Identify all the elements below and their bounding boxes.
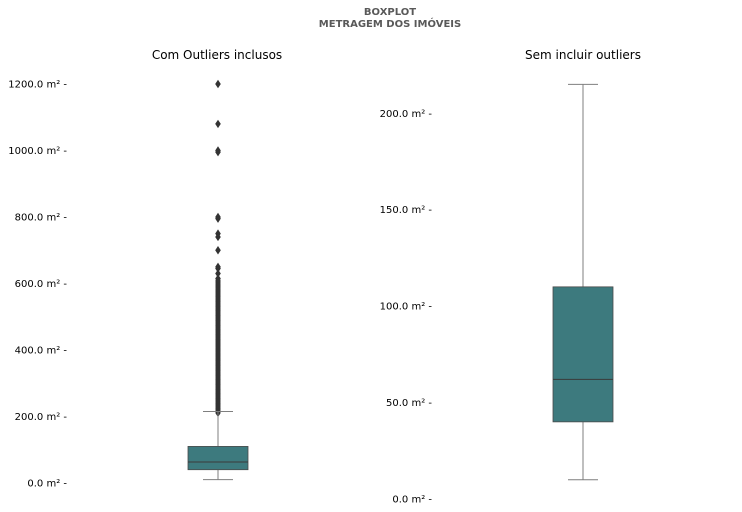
panel-with-outliers-outlier-point: [215, 146, 221, 155]
panel-with-outliers-outlier-point: [215, 246, 221, 255]
panel-without-outliers-ytick-label: 150.0 m² -: [380, 205, 433, 216]
panel-with-outliers-box: [187, 446, 249, 471]
panel-with-outliers-outlier-point: [215, 79, 221, 89]
panel-with-outliers-ytick-label: 1000.0 m² -: [8, 146, 67, 157]
panel-with-outliers-outlier-point: [215, 229, 221, 238]
panel-without-outliers-box: [552, 286, 614, 423]
panel-with-outliers-boxplot: [187, 411, 249, 481]
panel-with-outliers-ytick-label: 200.0 m² -: [15, 412, 68, 423]
figure-suptitle-line1: BOXPLOT: [364, 7, 416, 18]
panel-with-outliers-ytick-label: 800.0 m² -: [15, 213, 68, 224]
panel-with-outliers-outlier-point: [215, 262, 221, 272]
panel-with-outliers-ytick-label: 400.0 m² -: [15, 346, 68, 357]
panel-without-outliers-ytick-label: 0.0 m² -: [392, 495, 432, 506]
panel-without-outliers-boxplot: [552, 83, 614, 481]
panel-without-outliers-title: Sem incluir outliers: [525, 48, 641, 62]
panel-with-outliers-ytick-label: 1200.0 m² -: [8, 80, 67, 91]
panel-with-outliers-outliers: [215, 79, 221, 418]
panel-with-outliers-outlier-point: [215, 274, 221, 283]
panel-with-outliers-title: Com Outliers inclusos: [152, 48, 282, 62]
panel-with-outliers-ytick-label: 0.0 m² -: [27, 479, 67, 490]
panel-without-outliers-ticks: 0.0 m² - 50.0 m² - 100.0 m² - 150.0 m² - 200…: [380, 109, 433, 506]
panel-with-outliers-ticks: 0.0 m² - 200.0 m² - 400.0 m² - 600.0 m² - 80…: [8, 80, 67, 490]
panel-with-outliers-ytick-label: 600.0 m² -: [15, 279, 68, 290]
figure-suptitle-line2: METRAGEM DOS IMÓVEIS: [319, 17, 461, 30]
panel-without-outliers-ytick-label: 100.0 m² -: [380, 302, 433, 313]
panel-with-outliers: Com Outliers inclusos 0.0 m² - 200.0 m² -…: [8, 48, 282, 490]
panel-without-outliers-ytick-label: 200.0 m² -: [380, 109, 433, 120]
panel-without-outliers-ytick-label: 50.0 m² -: [386, 398, 432, 409]
panel-with-outliers-outlier-point: [215, 212, 221, 222]
panel-with-outliers-outlier-point: [215, 119, 221, 129]
panel-with-outliers-outlier-point: [215, 269, 221, 278]
panel-without-outliers: Sem incluir outliers 0.0 m² - 50.0 m² - 10…: [380, 48, 641, 506]
